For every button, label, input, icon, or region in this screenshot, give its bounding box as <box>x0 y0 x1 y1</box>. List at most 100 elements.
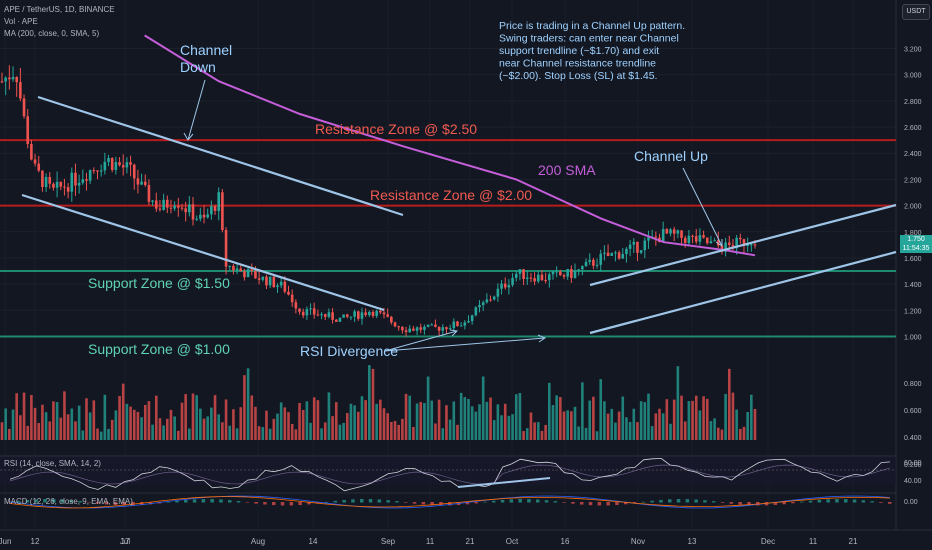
volume-bar <box>0 422 4 440</box>
macd-histogram-bar <box>571 502 575 504</box>
candle-body <box>33 159 37 164</box>
volume-bar <box>235 428 239 440</box>
candle-body <box>195 218 198 220</box>
volume-bar <box>360 396 364 440</box>
candle-body <box>19 82 22 99</box>
candle-body <box>570 268 573 278</box>
macd-histogram-bar <box>624 502 628 505</box>
candle-body <box>665 229 669 234</box>
macd-histogram-bar <box>60 499 65 503</box>
volume-bar <box>320 428 323 440</box>
x-tick-label: 11 <box>426 537 435 546</box>
candle-body <box>312 308 316 315</box>
currency-button[interactable]: USDT <box>902 4 930 20</box>
volume-bar <box>298 403 301 440</box>
candle-body <box>342 314 345 318</box>
channel-down-upper-line <box>37 95 404 217</box>
y-tick-label: 1.800 <box>904 230 922 237</box>
volume-bar <box>533 422 536 440</box>
candle-body <box>672 229 676 234</box>
candle-body <box>548 274 551 281</box>
volume-bar <box>243 375 246 440</box>
macd-histogram-bar <box>175 500 179 503</box>
volume-bar <box>636 422 639 440</box>
volume-bar <box>250 395 254 440</box>
candle-body <box>371 311 375 316</box>
x-tick-label: 21 <box>466 537 475 546</box>
macd-histogram-bar <box>659 499 663 503</box>
volume-bar <box>713 418 716 440</box>
candle-body <box>441 327 445 331</box>
candle-body <box>724 242 727 252</box>
volume-bar <box>489 397 492 440</box>
candle-body <box>503 283 507 288</box>
volume-bar <box>125 403 129 440</box>
candle-body <box>254 270 257 279</box>
x-tick-label: 21 <box>849 537 858 546</box>
volume-bar <box>85 398 88 440</box>
macd-histogram-bar <box>78 500 82 503</box>
candle-body <box>224 230 228 267</box>
volume-bar <box>151 424 154 440</box>
candle-body <box>566 268 569 277</box>
note-line: support trendline (~$1.70) and exit <box>499 45 659 57</box>
volume-bar <box>276 413 279 440</box>
x-tick-label: Jul <box>120 537 130 546</box>
volume-bar <box>121 383 125 440</box>
volume-bar <box>107 428 110 440</box>
y-tick-label: 1.600 <box>904 256 922 263</box>
candle-body <box>213 206 217 211</box>
candle-body <box>415 327 419 331</box>
volume-bar <box>338 424 342 440</box>
candle-body <box>188 204 191 213</box>
candle-body <box>202 214 206 218</box>
volume-bar <box>426 376 430 440</box>
volume-bar <box>390 421 393 440</box>
volume-bar <box>529 412 533 440</box>
macd-histogram-bar <box>580 502 584 505</box>
candle-body <box>81 179 85 183</box>
candle-body <box>397 326 401 328</box>
volume-bar <box>180 402 184 440</box>
candle-body <box>77 182 81 186</box>
macd-histogram-bar <box>324 501 329 503</box>
channel-up-upper-line <box>589 203 897 287</box>
candle-body <box>103 161 107 171</box>
volume-bar <box>687 401 691 440</box>
macd-histogram-bar <box>844 499 848 503</box>
volume-bar <box>191 393 195 440</box>
macd-histogram-bar <box>184 500 188 503</box>
macd-histogram-bar <box>518 499 522 503</box>
candle-body <box>301 311 305 316</box>
candle-body <box>639 250 643 253</box>
volume-bar <box>257 426 261 440</box>
volume-bar <box>750 394 753 440</box>
volume-bar <box>735 409 738 440</box>
volume-bar <box>375 403 378 440</box>
volume-bar <box>459 392 463 440</box>
volume-bar <box>481 376 485 440</box>
candle-body <box>66 187 70 192</box>
volume-bar <box>474 411 478 440</box>
macd-histogram-bar <box>210 499 214 503</box>
candle-body <box>536 274 540 282</box>
volume-bar <box>742 426 746 440</box>
volume-bar <box>511 414 514 440</box>
candle-body <box>345 314 349 317</box>
candle-body <box>210 206 213 215</box>
macd-histogram-bar <box>25 500 30 503</box>
volume-bar <box>290 423 294 440</box>
candle-body <box>107 158 110 162</box>
x-tick-label: 14 <box>309 537 318 546</box>
candle-body <box>360 312 364 319</box>
candle-body <box>52 183 55 188</box>
candle-body <box>705 237 709 244</box>
volume-bar <box>349 403 353 440</box>
volume-bar <box>562 411 566 440</box>
macd-histogram-bar <box>122 502 126 506</box>
candle-body <box>680 230 683 238</box>
macd-histogram-bar <box>641 501 646 503</box>
volume-bar <box>261 427 265 440</box>
volume-bar <box>514 394 518 440</box>
